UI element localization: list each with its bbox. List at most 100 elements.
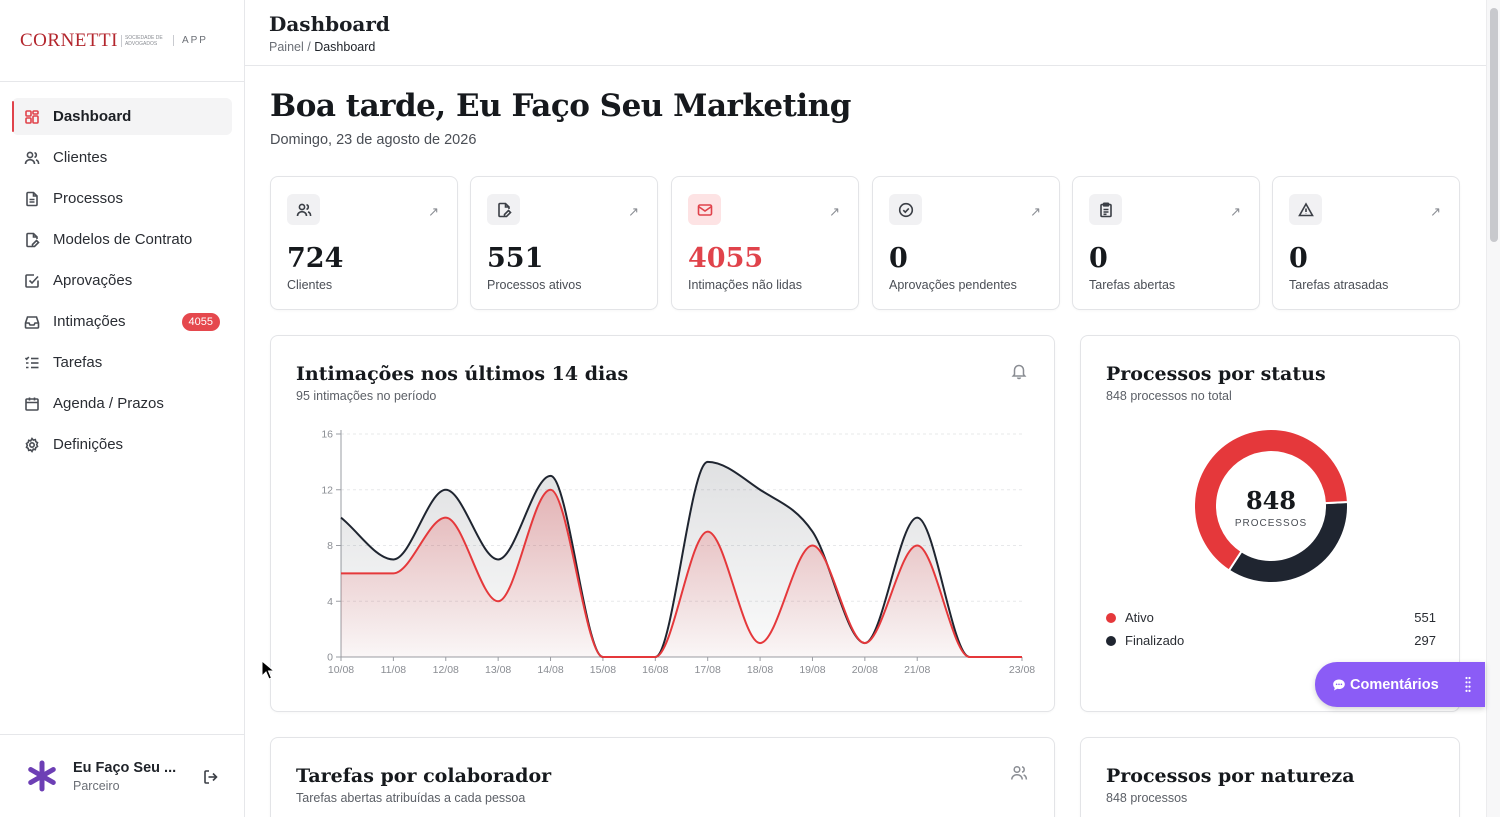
file-edit-icon	[487, 194, 520, 225]
user-profile[interactable]: Eu Faço Seu ... Parceiro	[0, 734, 244, 817]
arrow-up-right-icon[interactable]: ↗	[1030, 204, 1041, 219]
processos-status-card: Processos por status 848 processos no to…	[1080, 335, 1460, 712]
sidebar: CORNETTI SOCIEDADE DE ADVOGADOS APP Dash…	[0, 0, 245, 817]
card-title: Processos por natureza	[1106, 765, 1355, 787]
card-title: Tarefas por colaborador	[296, 765, 552, 787]
x-tick-label: 21/08	[904, 664, 930, 676]
users-icon	[24, 150, 40, 166]
x-tick-label: 16/08	[642, 664, 668, 676]
legend-value: 551	[1414, 610, 1436, 625]
y-tick-label: 0	[327, 652, 333, 664]
stat-card-tarefas-atrasadas[interactable]: ↗ 0 Tarefas atrasadas	[1272, 176, 1460, 310]
series-line-lidas	[341, 488, 1022, 658]
page-scrollbar[interactable]	[1486, 0, 1500, 817]
sidebar-item-intimacoes[interactable]: Intimações 4055	[12, 303, 232, 340]
sidebar-item-definicoes[interactable]: Definições	[12, 426, 232, 463]
stat-value: 0	[1089, 243, 1108, 274]
y-tick-label: 4	[327, 596, 333, 608]
list-check-icon	[24, 355, 40, 371]
sidebar-item-label: Clientes	[53, 149, 108, 166]
breadcrumb-root-link[interactable]: Painel	[269, 40, 304, 54]
sidebar-nav: Dashboard Clientes Processos Modelos de …	[0, 82, 244, 463]
arrow-up-right-icon[interactable]: ↗	[829, 204, 840, 219]
x-tick-label: 14/08	[537, 664, 563, 676]
sidebar-item-dashboard[interactable]: Dashboard	[12, 98, 232, 135]
series-line-total	[340, 460, 1022, 658]
arrow-up-right-icon[interactable]: ↗	[628, 204, 639, 219]
breadcrumb-separator: /	[307, 40, 311, 54]
stat-card-tarefas-abertas[interactable]: ↗ 0 Tarefas abertas	[1072, 176, 1260, 310]
card-subtitle: 848 processos no total	[1106, 389, 1232, 403]
stat-card-aprovacoes-pendentes[interactable]: ↗ 0 Aprovações pendentes	[872, 176, 1060, 310]
user-role: Parceiro	[73, 778, 120, 793]
page-title: Dashboard	[269, 12, 390, 36]
gear-icon	[24, 436, 40, 453]
mouse-cursor-icon	[261, 660, 275, 680]
sidebar-item-clientes[interactable]: Clientes	[12, 139, 232, 176]
check-circle-icon	[889, 194, 922, 225]
bell-icon	[1010, 362, 1028, 380]
scrollbar-thumb[interactable]	[1490, 8, 1498, 242]
page-header: Dashboard Painel / Dashboard	[245, 0, 1486, 66]
sidebar-item-modelos-de-contrato[interactable]: Modelos de Contrato	[12, 221, 232, 258]
legend-swatch	[1106, 635, 1116, 646]
sidebar-item-label: Agenda / Prazos	[53, 395, 164, 412]
donut-center: 848 PROCESSOS	[1081, 486, 1459, 529]
card-subtitle: Tarefas abertas atribuídas a cada pessoa	[296, 791, 526, 805]
stat-label: Processos ativos	[487, 278, 582, 292]
users-icon	[1010, 764, 1028, 782]
legend-item-ativo: Ativo 551	[1106, 610, 1436, 625]
logout-icon[interactable]	[202, 768, 220, 786]
stat-card-processos-ativos[interactable]: ↗ 551 Processos ativos	[470, 176, 658, 310]
legend-item-finalizado: Finalizado 297	[1106, 633, 1436, 648]
drag-handle-icon[interactable]	[1465, 676, 1471, 693]
arrow-up-right-icon[interactable]: ↗	[428, 204, 439, 219]
donut-center-label: PROCESSOS	[1234, 518, 1308, 529]
clipboard-icon	[1089, 194, 1122, 225]
intimacoes-area-chart: 0 4 8 12 16 10/08 11/08 12/08 13/08 14/08 15/08 16/…	[321, 429, 1035, 677]
x-tick-label: 15/08	[590, 664, 616, 676]
sidebar-item-agenda-prazos[interactable]: Agenda / Prazos	[12, 385, 232, 422]
inbox-icon	[24, 314, 40, 330]
sidebar-item-label: Intimações	[53, 313, 126, 330]
x-tick-label: 13/08	[485, 664, 511, 676]
brand-logo[interactable]: CORNETTI SOCIEDADE DE ADVOGADOS APP	[0, 0, 244, 82]
y-tick-label: 16	[321, 429, 333, 441]
sidebar-item-aprovacoes[interactable]: Aprovações	[12, 262, 232, 299]
donut-slice-ativo[interactable]	[1193, 428, 1349, 572]
stat-value: 0	[889, 243, 908, 274]
calendar-icon	[24, 396, 40, 412]
comments-button-label: Comentários	[1350, 676, 1439, 693]
sidebar-item-label: Processos	[53, 190, 124, 207]
y-tick-label: 12	[321, 484, 333, 496]
legend-label: Ativo	[1125, 610, 1154, 625]
greeting-heading: Boa tarde, Eu Faço Seu Marketing	[270, 88, 851, 124]
stat-label: Tarefas abertas	[1089, 278, 1176, 292]
card-title: Processos por status	[1106, 363, 1326, 385]
comments-button[interactable]: Comentários	[1315, 662, 1485, 707]
x-tick-label: 19/08	[799, 664, 825, 676]
legend-value: 297	[1414, 633, 1436, 648]
x-tick-label: 12/08	[433, 664, 459, 676]
legend-label: Finalizado	[1125, 633, 1185, 648]
sidebar-item-processos[interactable]: Processos	[12, 180, 232, 217]
sidebar-item-tarefas[interactable]: Tarefas	[12, 344, 232, 381]
processos-natureza-card: Processos por natureza 848 processos	[1080, 737, 1460, 817]
alert-triangle-icon	[1289, 194, 1322, 225]
current-date: Domingo, 23 de agosto de 2026	[270, 132, 477, 148]
card-subtitle: 848 processos	[1106, 791, 1188, 805]
stat-label: Tarefas atrasadas	[1289, 278, 1389, 292]
sidebar-item-label: Modelos de Contrato	[53, 231, 193, 248]
arrow-up-right-icon[interactable]: ↗	[1230, 204, 1241, 219]
grid-icon	[24, 109, 40, 125]
stat-label: Clientes	[287, 278, 333, 292]
brand-name: CORNETTI	[20, 29, 118, 51]
arrow-up-right-icon[interactable]: ↗	[1430, 204, 1441, 219]
stat-card-intimacoes-nao-lidas[interactable]: ↗ 4055 Intimações não lidas	[671, 176, 859, 310]
legend-swatch	[1106, 612, 1116, 623]
y-tick-label: 8	[327, 540, 333, 552]
sidebar-item-label: Aprovações	[53, 272, 133, 289]
stat-card-clientes[interactable]: ↗ 724 Clientes	[270, 176, 458, 310]
file-edit-icon	[24, 232, 40, 248]
intimacoes-chart-card: Intimações nos últimos 14 dias 95 intima…	[270, 335, 1055, 712]
